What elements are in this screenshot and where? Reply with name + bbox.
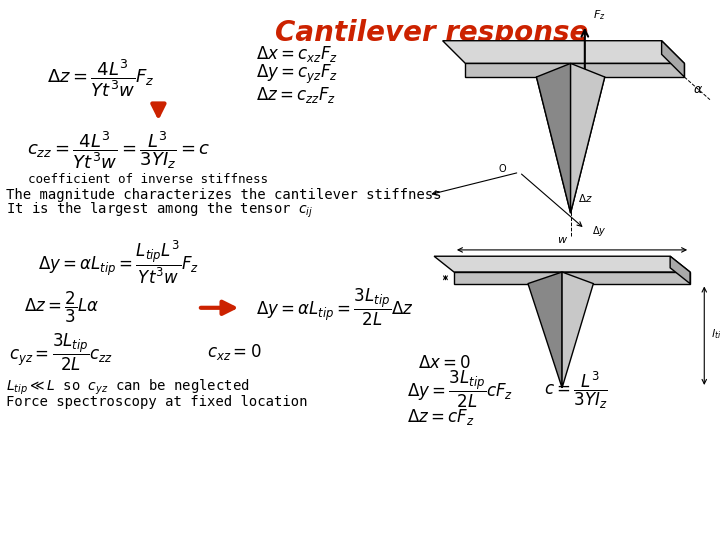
Text: $\Delta y = \dfrac{3L_{tip}}{2L}cF_z$: $\Delta y = \dfrac{3L_{tip}}{2L}cF_z$ [407, 369, 513, 410]
Text: $c = \dfrac{L^3}{3YI_z}$: $c = \dfrac{L^3}{3YI_z}$ [544, 369, 608, 410]
Text: $\Delta z = cF_z$: $\Delta z = cF_z$ [407, 407, 474, 427]
Text: $c_{yz} = \dfrac{3L_{tip}}{2L}c_{zz}$: $c_{yz} = \dfrac{3L_{tip}}{2L}c_{zz}$ [9, 332, 113, 373]
Text: $\Delta z = c_{zz}F_z$: $\Delta z = c_{zz}F_z$ [256, 85, 336, 105]
Polygon shape [465, 63, 684, 77]
Text: $\alpha$: $\alpha$ [693, 83, 703, 96]
Text: $c_{xz} = 0$: $c_{xz} = 0$ [207, 342, 261, 362]
Text: $l_{tip}$: $l_{tip}$ [711, 328, 720, 344]
Text: $F_z$: $F_z$ [593, 8, 606, 22]
Polygon shape [536, 63, 571, 213]
Text: $\Delta y = c_{yz}F_z$: $\Delta y = c_{yz}F_z$ [256, 63, 338, 86]
Polygon shape [662, 40, 684, 77]
Text: $\Delta y$: $\Delta y$ [592, 224, 606, 238]
Polygon shape [454, 272, 690, 284]
Polygon shape [528, 272, 562, 388]
Text: $\Delta z = \dfrac{4L^3}{Yt^3w}F_z$: $\Delta z = \dfrac{4L^3}{Yt^3w}F_z$ [47, 57, 155, 99]
Text: $\Delta z = \dfrac{2}{3}L\alpha$: $\Delta z = \dfrac{2}{3}L\alpha$ [24, 290, 99, 326]
Polygon shape [562, 272, 593, 388]
Text: $\Delta y = \alpha L_{tip} = \dfrac{L_{tip}L^3}{Yt^3w}F_z$: $\Delta y = \alpha L_{tip} = \dfrac{L_{t… [38, 238, 199, 286]
Text: $\Delta x = 0$: $\Delta x = 0$ [418, 354, 471, 372]
Polygon shape [571, 63, 605, 213]
Text: $c_{zz} = \dfrac{4L^3}{Yt^3w} = \dfrac{L^3}{3YI_z} = c$: $c_{zz} = \dfrac{4L^3}{Yt^3w} = \dfrac{L… [27, 129, 210, 171]
Text: coefficient of inverse stiffness: coefficient of inverse stiffness [27, 173, 268, 186]
Text: $\Delta y = \alpha L_{tip} = \dfrac{3L_{tip}}{2L}\Delta z$: $\Delta y = \alpha L_{tip} = \dfrac{3L_{… [256, 287, 413, 328]
Text: The magnitude characterizes the cantilever stiffness: The magnitude characterizes the cantilev… [6, 188, 441, 202]
Text: $\Delta z$: $\Delta z$ [577, 192, 593, 204]
Text: $w$: $w$ [557, 234, 567, 245]
Text: O: O [499, 164, 506, 174]
Polygon shape [434, 256, 690, 272]
Polygon shape [536, 77, 605, 213]
Text: $\Delta x = c_{xz}F_z$: $\Delta x = c_{xz}F_z$ [256, 44, 338, 64]
Text: Cantilever response: Cantilever response [275, 19, 589, 47]
Polygon shape [670, 256, 690, 284]
Text: It is the largest among the tensor $c_{ij}$: It is the largest among the tensor $c_{i… [6, 201, 313, 220]
Text: Force spectroscopy at fixed location: Force spectroscopy at fixed location [6, 395, 307, 409]
Text: $L_{tip} \ll L$ so $c_{yz}$ can be neglected: $L_{tip} \ll L$ so $c_{yz}$ can be negle… [6, 377, 249, 397]
Polygon shape [443, 40, 684, 63]
